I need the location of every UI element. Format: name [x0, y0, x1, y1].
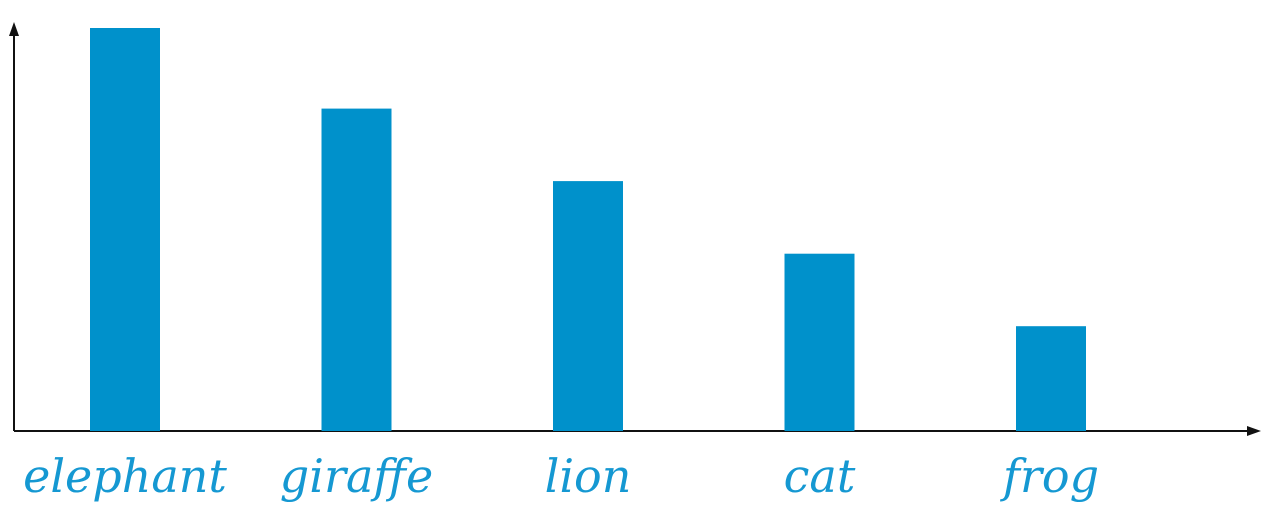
category-label-cat: cat: [784, 449, 856, 503]
category-labels: elephant giraffe lion cat frog: [23, 449, 1099, 503]
category-label-giraffe: giraffe: [280, 449, 433, 503]
bar-lion: [553, 181, 623, 431]
bar-cat: [784, 253, 855, 431]
bar-giraffe: [321, 108, 392, 431]
category-label-frog: frog: [1000, 449, 1099, 503]
category-label-lion: lion: [545, 449, 632, 503]
x-axis-arrow: [1247, 426, 1261, 436]
category-label-elephant: elephant: [23, 449, 227, 503]
y-axis-arrow: [9, 22, 19, 36]
bars: [90, 28, 1086, 431]
bar-elephant: [90, 28, 160, 431]
bar-frog: [1016, 326, 1086, 431]
